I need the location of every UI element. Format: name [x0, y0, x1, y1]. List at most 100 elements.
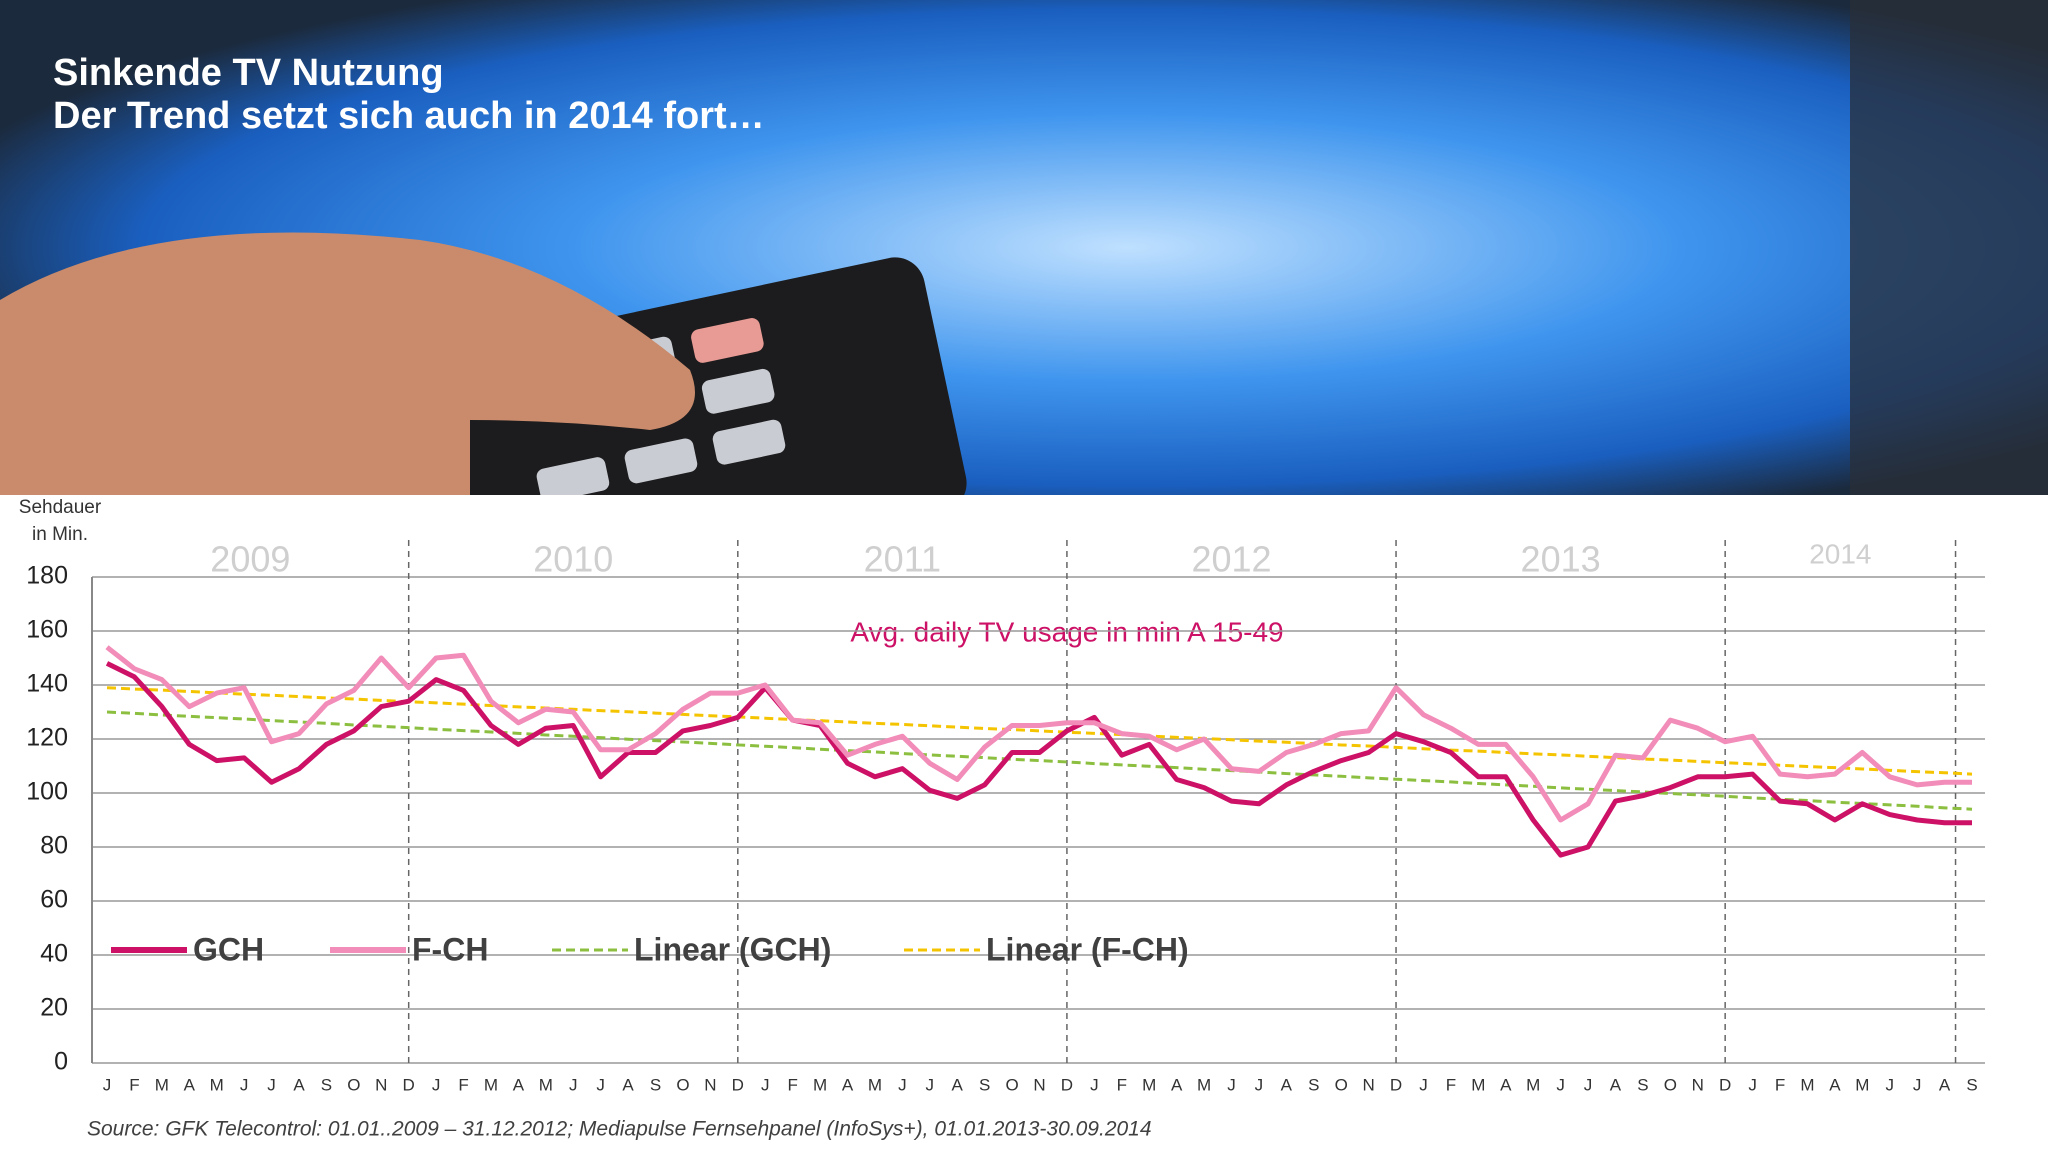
x-tick-label: F: [129, 1075, 139, 1094]
x-tick-label: J: [240, 1075, 249, 1094]
x-tick-label: N: [1362, 1075, 1374, 1094]
x-tick-label: F: [1446, 1075, 1456, 1094]
y-axis-label: in Min.: [32, 524, 88, 545]
x-tick-label: M: [484, 1075, 498, 1094]
x-tick-label: D: [1061, 1075, 1073, 1094]
y-axis-label: Sehdauer: [19, 497, 102, 518]
x-tick-label: F: [1117, 1075, 1127, 1094]
x-tick-label: A: [184, 1075, 196, 1094]
chart-background: [0, 495, 2048, 1152]
x-tick-label: A: [842, 1075, 854, 1094]
series-line: [106, 686, 1973, 776]
slide-subtitle: Der Trend setzt sich auch in 2014 fort…: [53, 95, 765, 137]
y-tick-label: 140: [26, 670, 68, 698]
x-tick-label: J: [1255, 1075, 1264, 1094]
series-line: [106, 710, 1973, 811]
slide-title: Sinkende TV Nutzung: [53, 52, 444, 94]
x-tick-label: D: [1390, 1075, 1402, 1094]
legend-label: F-CH: [412, 931, 488, 967]
x-tick-label: O: [1005, 1075, 1018, 1094]
x-tick-label: A: [1610, 1075, 1622, 1094]
year-label: 2012: [1191, 539, 1271, 580]
x-tick-label: J: [1913, 1075, 1922, 1094]
x-tick-label: M: [1526, 1075, 1540, 1094]
x-tick-label: F: [1775, 1075, 1785, 1094]
x-tick-label: F: [787, 1075, 797, 1094]
x-tick-label: N: [704, 1075, 716, 1094]
x-tick-label: M: [1855, 1075, 1869, 1094]
x-tick-label: M: [1471, 1075, 1485, 1094]
x-tick-label: J: [761, 1075, 770, 1094]
x-tick-label: M: [813, 1075, 827, 1094]
x-tick-label: A: [1939, 1075, 1951, 1094]
y-tick-label: 120: [26, 724, 68, 752]
y-tick-label: 100: [26, 778, 68, 806]
y-tick-label: 0: [54, 1048, 68, 1076]
x-tick-label: A: [1281, 1075, 1293, 1094]
x-tick-label: M: [1197, 1075, 1211, 1094]
x-tick-label: F: [458, 1075, 468, 1094]
x-tick-label: J: [267, 1075, 276, 1094]
x-tick-label: A: [1829, 1075, 1841, 1094]
x-tick-label: D: [732, 1075, 744, 1094]
x-tick-label: A: [1500, 1075, 1512, 1094]
year-label: 2013: [1521, 539, 1601, 580]
x-tick-label: J: [1090, 1075, 1099, 1094]
photo-edge: [1850, 0, 2048, 495]
y-tick-label: 20: [40, 994, 68, 1022]
x-tick-label: J: [1748, 1075, 1757, 1094]
x-tick-label: M: [539, 1075, 553, 1094]
x-tick-label: D: [403, 1075, 415, 1094]
x-tick-label: J: [569, 1075, 578, 1094]
x-tick-label: J: [103, 1075, 112, 1094]
y-tick-label: 160: [26, 616, 68, 644]
series-line: [105, 645, 1972, 823]
year-label: 2009: [210, 539, 290, 580]
y-tick-label: 40: [40, 940, 68, 968]
x-tick-label: J: [898, 1075, 907, 1094]
hand: [0, 232, 695, 495]
x-tick-label: M: [210, 1075, 224, 1094]
x-tick-label: N: [1033, 1075, 1045, 1094]
x-tick-label: O: [1664, 1075, 1677, 1094]
x-tick-label: S: [979, 1075, 990, 1094]
x-tick-label: S: [1308, 1075, 1319, 1094]
x-tick-label: J: [1584, 1075, 1593, 1094]
x-tick-label: M: [1800, 1075, 1814, 1094]
x-tick-label: S: [1966, 1075, 1977, 1094]
x-tick-label: N: [1692, 1075, 1704, 1094]
x-tick-label: J: [1227, 1075, 1236, 1094]
x-tick-label: A: [513, 1075, 525, 1094]
y-tick-label: 80: [40, 832, 68, 860]
x-tick-label: D: [1719, 1075, 1731, 1094]
x-tick-label: M: [1142, 1075, 1156, 1094]
year-label: 2011: [864, 539, 941, 580]
x-tick-label: O: [1335, 1075, 1348, 1094]
x-tick-label: O: [347, 1075, 360, 1094]
x-tick-label: O: [676, 1075, 689, 1094]
x-tick-label: J: [1556, 1075, 1565, 1094]
x-tick-label: N: [375, 1075, 387, 1094]
year-label: 2010: [533, 539, 613, 580]
series-line: [105, 661, 1972, 858]
x-tick-label: S: [650, 1075, 661, 1094]
x-tick-label: A: [952, 1075, 964, 1094]
legend-label: Linear (F-CH): [986, 931, 1189, 967]
legend-label: GCH: [193, 931, 264, 967]
y-tick-label: 60: [40, 886, 68, 914]
x-tick-label: S: [321, 1075, 332, 1094]
source-note: Source: GFK Telecontrol: 01.01..2009 – 3…: [87, 1118, 1152, 1141]
x-tick-label: J: [596, 1075, 605, 1094]
x-tick-label: J: [1419, 1075, 1428, 1094]
year-label: 2014: [1809, 538, 1871, 569]
legend-label: Linear (GCH): [634, 931, 831, 967]
x-tick-label: M: [155, 1075, 169, 1094]
y-tick-label: 180: [26, 562, 68, 590]
x-tick-label: A: [1171, 1075, 1183, 1094]
x-tick-label: M: [868, 1075, 882, 1094]
x-tick-label: J: [432, 1075, 441, 1094]
x-tick-label: A: [622, 1075, 634, 1094]
x-tick-label: J: [926, 1075, 935, 1094]
x-tick-label: A: [293, 1075, 305, 1094]
